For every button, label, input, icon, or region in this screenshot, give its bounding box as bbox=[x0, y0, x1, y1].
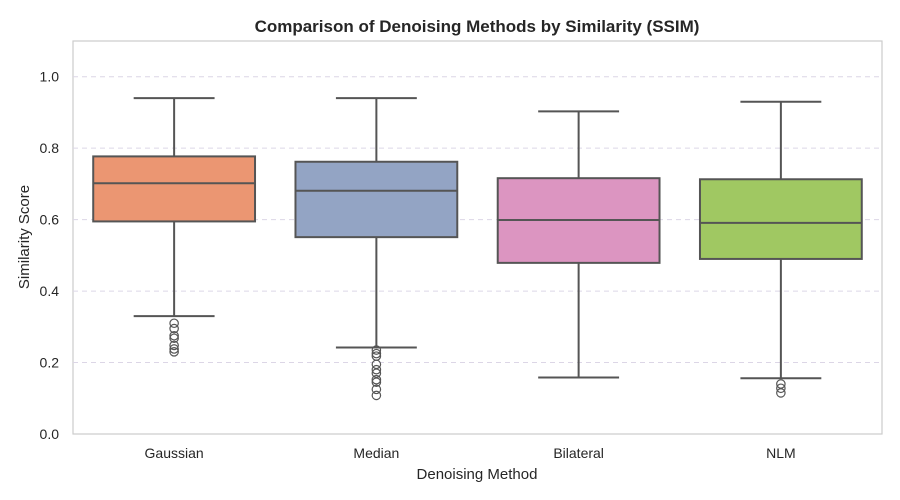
outlier-point bbox=[169, 333, 179, 344]
outlier-point bbox=[169, 340, 179, 351]
outlier-point bbox=[169, 344, 179, 354]
outlier-point bbox=[371, 390, 382, 401]
x-axis-label: Denoising Method bbox=[417, 466, 538, 483]
box-median bbox=[294, 97, 459, 401]
iqr-box bbox=[92, 155, 257, 223]
outlier-point bbox=[371, 364, 382, 375]
y-tick-label: 0.6 bbox=[40, 212, 60, 228]
x-tick-labels: Gaussian Median Bilateral NLM bbox=[145, 445, 796, 461]
x-tick-label: Bilateral bbox=[553, 445, 604, 461]
outlier-point bbox=[371, 377, 382, 387]
box-nlm bbox=[698, 100, 863, 398]
outlier-point bbox=[169, 330, 179, 341]
box-bilateral bbox=[496, 110, 661, 379]
outlier-point bbox=[776, 388, 786, 398]
outlier-point bbox=[169, 347, 179, 357]
outlier-point bbox=[371, 374, 382, 385]
iqr-box bbox=[698, 178, 863, 260]
y-tick-label: 0.2 bbox=[40, 355, 60, 371]
x-tick-label: NLM bbox=[766, 445, 796, 461]
box-series bbox=[92, 97, 863, 401]
outlier-point bbox=[169, 323, 179, 334]
x-tick-label: Median bbox=[353, 445, 399, 461]
x-tick-label: Gaussian bbox=[145, 445, 204, 461]
iqr-box bbox=[294, 160, 459, 239]
outlier-point bbox=[169, 318, 179, 329]
outlier-point bbox=[371, 345, 382, 355]
y-tick-labels: 0.0 0.2 0.4 0.6 0.8 1.0 bbox=[40, 69, 60, 442]
chart-title: Comparison of Denoising Methods by Simil… bbox=[255, 17, 700, 36]
y-tick-label: 1.0 bbox=[40, 69, 60, 85]
y-axis-label: Similarity Score bbox=[16, 185, 33, 289]
box-gaussian bbox=[92, 97, 257, 357]
y-tick-label: 0.4 bbox=[40, 283, 60, 299]
outlier-point bbox=[371, 348, 382, 359]
outlier-point bbox=[371, 384, 382, 395]
outlier-point bbox=[776, 383, 786, 394]
y-tick-label: 0.0 bbox=[40, 426, 60, 442]
y-tick-label: 0.8 bbox=[40, 140, 60, 156]
